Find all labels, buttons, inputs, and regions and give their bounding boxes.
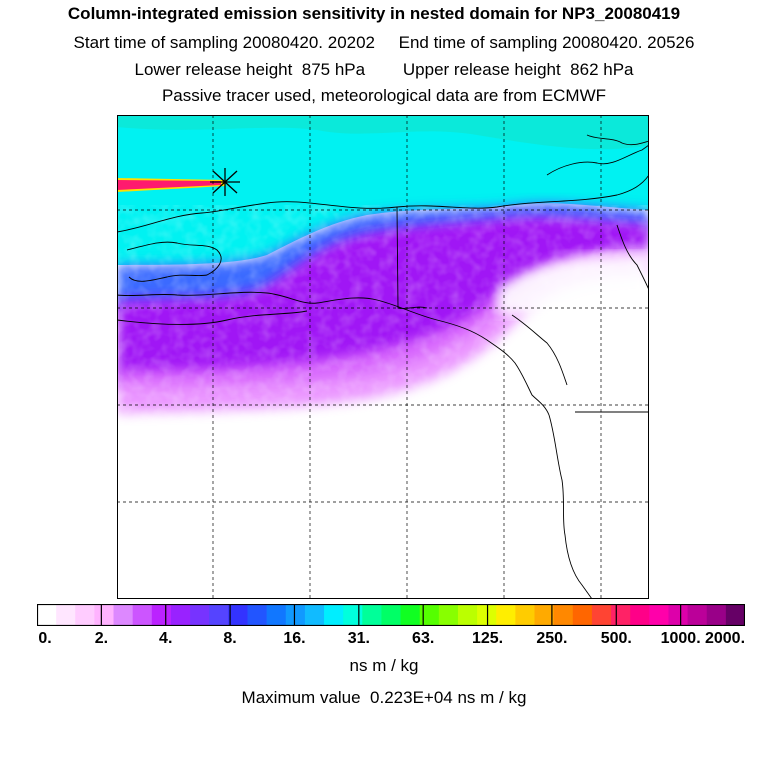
colorbar-swatch	[591, 604, 612, 626]
colorbar-tick-label: 125.	[471, 630, 504, 647]
colorbar-tick-label: 2000.	[704, 630, 746, 647]
colorbar-swatch	[304, 604, 325, 626]
sensitivity-map	[117, 115, 649, 599]
colorbar-swatch	[75, 604, 95, 626]
colorbar-swatch	[668, 604, 689, 626]
colorbar-swatch	[381, 604, 402, 626]
colorbar-tick-label: 500.	[600, 630, 632, 647]
colorbar-swatch	[190, 604, 210, 626]
maximum-value-label: Maximum value 0.223E+04 ns m / kg	[241, 688, 527, 707]
coastlines	[117, 134, 649, 599]
low-sensitivity-interior	[497, 255, 649, 315]
release-height-line: Lower release height 875 hPa Upper relea…	[134, 60, 634, 79]
sampling-time-line: Start time of sampling 20080420. 20202 E…	[73, 33, 695, 52]
map-title: Column-integrated emission sensitivity i…	[67, 4, 681, 23]
release-point-marker	[210, 168, 240, 196]
graticule-grid	[117, 115, 649, 599]
colorbar-swatch	[170, 604, 191, 626]
sensitivity-field-teal	[117, 115, 649, 150]
colorbar-tick-label: 63.	[412, 630, 435, 647]
colorbar-tick-label: 8.	[223, 630, 237, 647]
colorbar-swatch	[477, 604, 497, 626]
colorbar-swatch	[113, 604, 134, 626]
colorbar-tick-label: 31.	[347, 630, 370, 647]
colorbar-swatch	[362, 604, 382, 626]
colorbar-swatch	[247, 604, 268, 626]
colorbar-swatch	[285, 604, 306, 626]
colorbar-swatch	[56, 604, 76, 626]
colorbar-units: ns m / kg	[349, 656, 419, 675]
colorbar-swatch	[630, 604, 650, 626]
colorbar-swatch	[496, 604, 516, 626]
colorbar-swatch	[266, 604, 287, 626]
colorbar-swatch	[534, 604, 555, 626]
colorbar-tick-label: 1000.	[660, 630, 701, 647]
colorbar-swatch	[687, 604, 708, 626]
colorbar-swatch	[400, 604, 421, 626]
colorbar-swatch	[572, 604, 593, 626]
colorbar-swatch	[649, 604, 669, 626]
colorbar-swatch	[706, 604, 727, 626]
colorbar	[37, 604, 745, 626]
tracer-info-line: Passive tracer used, meteorological data…	[161, 86, 607, 105]
colorbar-swatch	[132, 604, 153, 626]
colorbar-swatch	[37, 604, 57, 626]
colorbar-tick-label: 2.	[94, 630, 109, 647]
colorbar-tick-label: 16.	[283, 630, 306, 647]
colorbar-swatch	[151, 604, 172, 626]
colorbar-tick-label: 250.	[536, 630, 568, 647]
colorbar-tick-label: 4.	[159, 630, 173, 647]
colorbar-swatch	[515, 604, 536, 626]
colorbar-swatch	[209, 604, 229, 626]
colorbar-swatch	[343, 604, 363, 626]
colorbar-frame	[37, 604, 745, 626]
colorbar-swatch	[725, 604, 745, 626]
colorbar-tick-label: 0.	[38, 630, 52, 647]
map-frame	[117, 115, 649, 599]
colorbar-swatch	[94, 604, 115, 626]
colorbar-swatch	[553, 604, 574, 626]
colorbar-swatch	[324, 604, 344, 626]
colorbar-swatch	[457, 604, 478, 626]
colorbar-swatch	[438, 604, 459, 626]
colorbar-swatch	[611, 604, 631, 626]
colorbar-swatch	[228, 604, 248, 626]
colorbar-swatch	[419, 604, 440, 626]
